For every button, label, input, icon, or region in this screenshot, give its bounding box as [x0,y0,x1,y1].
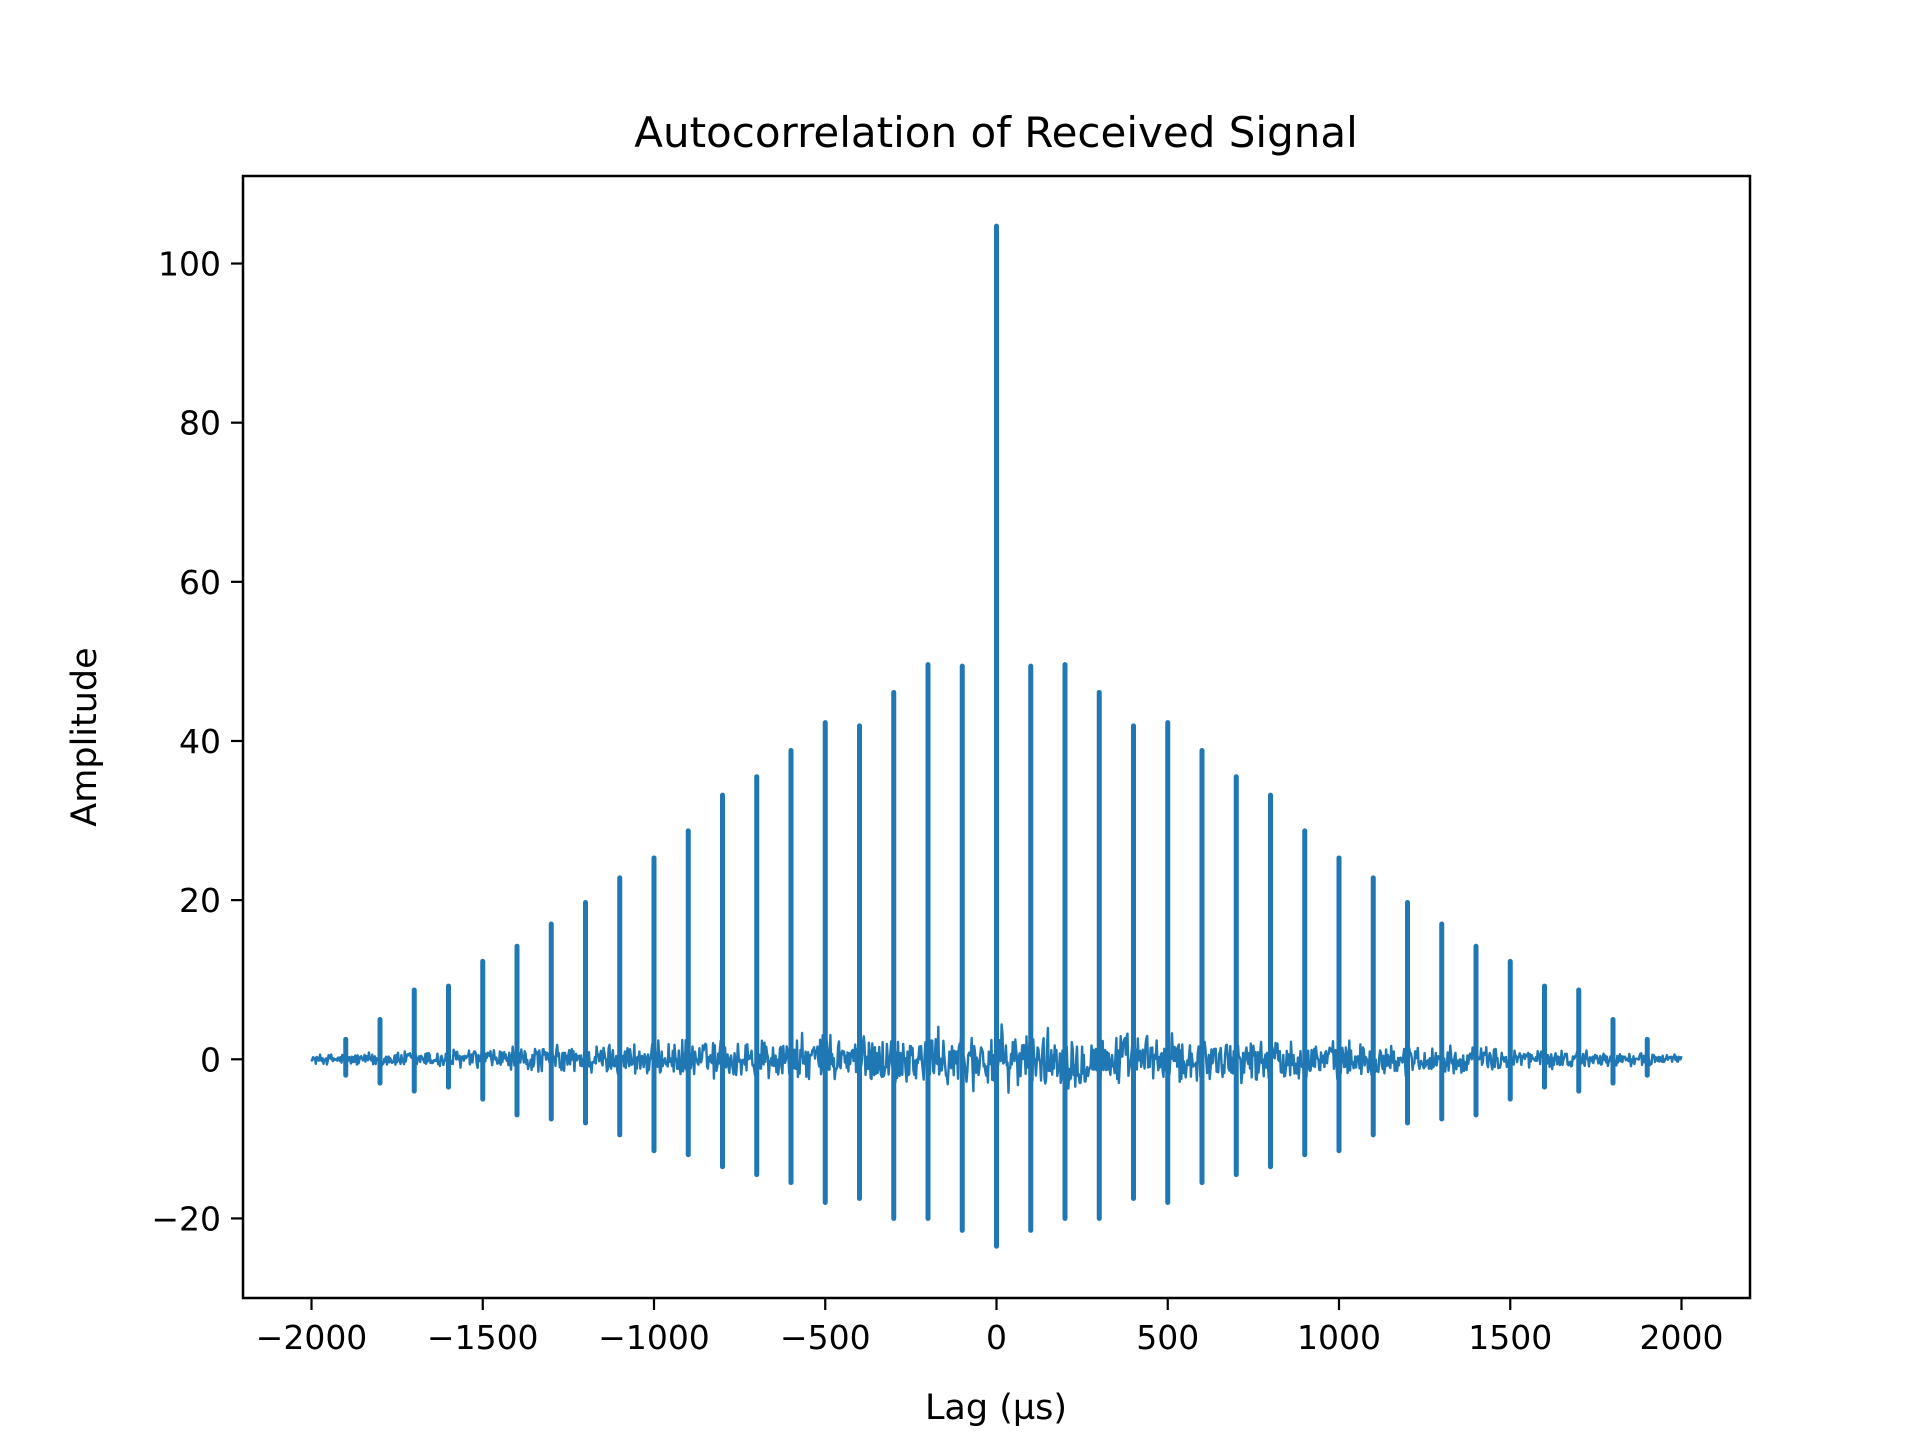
x-tick-label: 1500 [1468,1318,1552,1357]
y-tick-label: 20 [179,881,221,920]
x-tick-label: −1000 [598,1318,710,1357]
y-tick-label: 80 [179,404,221,443]
y-axis-label: Amplitude [65,647,105,826]
y-tick-label: 60 [179,563,221,602]
y-axis: −20 0 20 40 60 80 100 [151,245,243,1238]
x-tick-label: −500 [780,1318,871,1357]
x-axis-label: Lag (µs) [925,1388,1067,1428]
plot-area [310,223,1683,1249]
y-tick-label: 0 [200,1040,221,1079]
y-tick-label: 100 [158,245,221,284]
y-tick-label: −20 [151,1199,221,1238]
x-tick-label: −1500 [427,1318,539,1357]
x-tick-label: 2000 [1640,1318,1724,1357]
x-tick-label: −2000 [256,1318,368,1357]
y-tick-label: 40 [179,722,221,761]
x-tick-label: 0 [986,1318,1007,1357]
x-axis: −2000 −1500 −1000 −500 0 500 1000 1500 2000 [256,1298,1724,1357]
chart-title: Autocorrelation of Received Signal [634,108,1358,157]
x-tick-label: 1000 [1297,1318,1381,1357]
x-tick-label: 500 [1136,1318,1199,1357]
plot-frame [241,174,1752,1300]
